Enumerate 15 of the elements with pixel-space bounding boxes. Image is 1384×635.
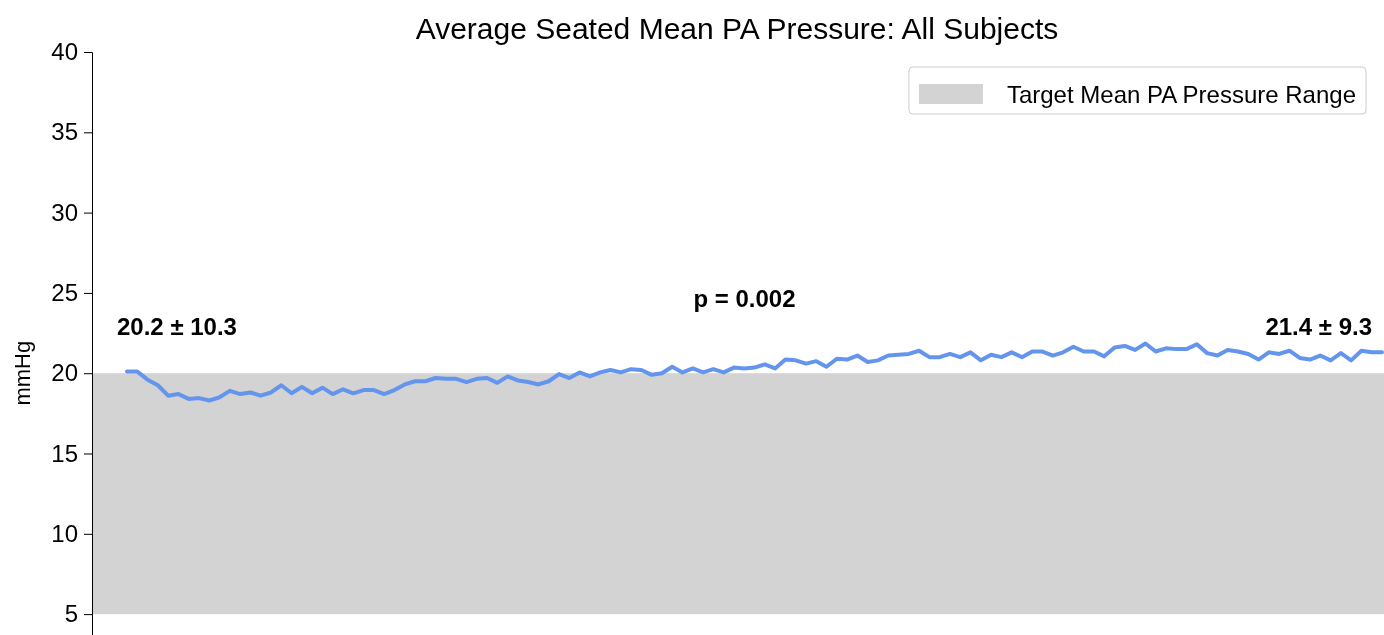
y-tick-label: 10 bbox=[51, 520, 78, 547]
y-tick-label: 35 bbox=[51, 118, 78, 146]
y-tick-label: 5 bbox=[64, 600, 78, 628]
y-tick-label: 20 bbox=[51, 359, 78, 387]
annotation: 20.2 ± 10.3 bbox=[117, 312, 237, 340]
y-axis-title: mmHg bbox=[10, 340, 35, 406]
y-tick-label: 25 bbox=[51, 279, 78, 307]
line-series bbox=[125, 341, 1384, 403]
y-tick-label: 40 bbox=[51, 38, 78, 66]
y-tick-label: 15 bbox=[51, 439, 78, 467]
annotation: 21.4 ± 9.3 bbox=[1265, 312, 1372, 340]
y-tick-label: 30 bbox=[51, 198, 78, 226]
legend-label: Target Mean PA Pressure Range bbox=[1006, 81, 1356, 108]
annotation: p = 0.002 bbox=[693, 285, 796, 313]
chart-title: Average Seated Mean PA Pressure: All Subjects bbox=[415, 12, 1059, 45]
